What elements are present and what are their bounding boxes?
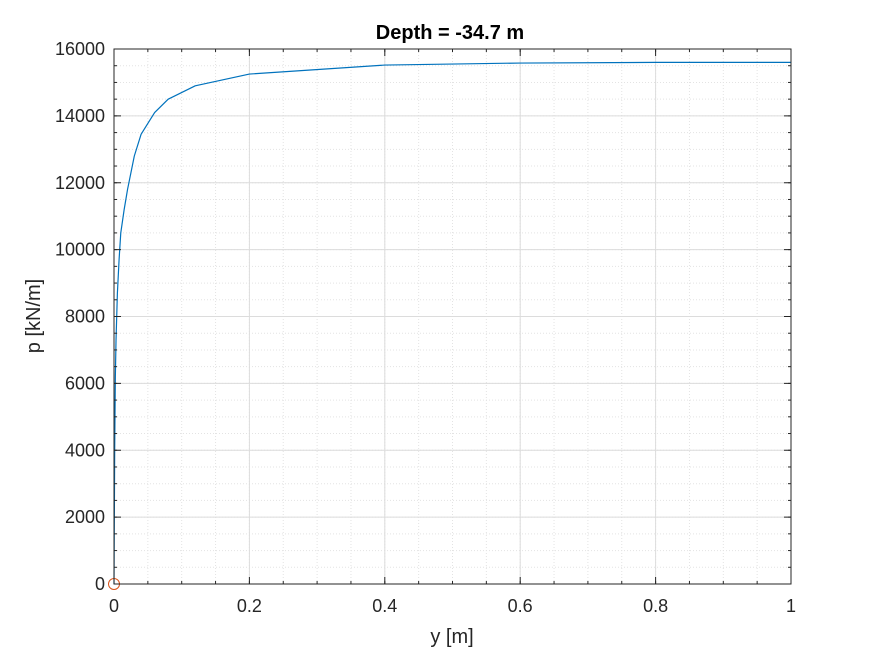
x-axis-label: y [m] xyxy=(430,626,473,648)
x-tick-label: 0.8 xyxy=(643,596,668,616)
y-tick-labels: 0 2000 4000 6000 8000 10000 12000 14000 16000 xyxy=(55,39,105,594)
y-tick-label: 8000 xyxy=(65,307,105,327)
x-tick-label: 0.6 xyxy=(508,596,533,616)
y-tick-label: 6000 xyxy=(65,373,105,393)
tick-marks xyxy=(113,48,792,585)
y-tick-label: 2000 xyxy=(65,507,105,527)
y-tick-label: 16000 xyxy=(55,39,105,59)
y-tick-label: 10000 xyxy=(55,240,105,260)
x-tick-labels: 0 0.2 0.4 0.6 0.8 1 xyxy=(109,596,796,616)
series-line-0 xyxy=(113,61,791,585)
chart-title: Depth = -34.7 m xyxy=(376,22,524,44)
y-tick-label: 14000 xyxy=(55,106,105,126)
x-tick-label: 0.4 xyxy=(372,596,397,616)
y-tick-label: 4000 xyxy=(65,440,105,460)
x-tick-label: 1 xyxy=(786,596,796,616)
y-tick-label: 0 xyxy=(95,574,105,594)
y-axis-label: p [kN/m] xyxy=(23,279,45,353)
x-tick-label: 0.2 xyxy=(237,596,262,616)
x-tick-label: 0 xyxy=(109,596,119,616)
y-tick-label: 12000 xyxy=(55,173,105,193)
